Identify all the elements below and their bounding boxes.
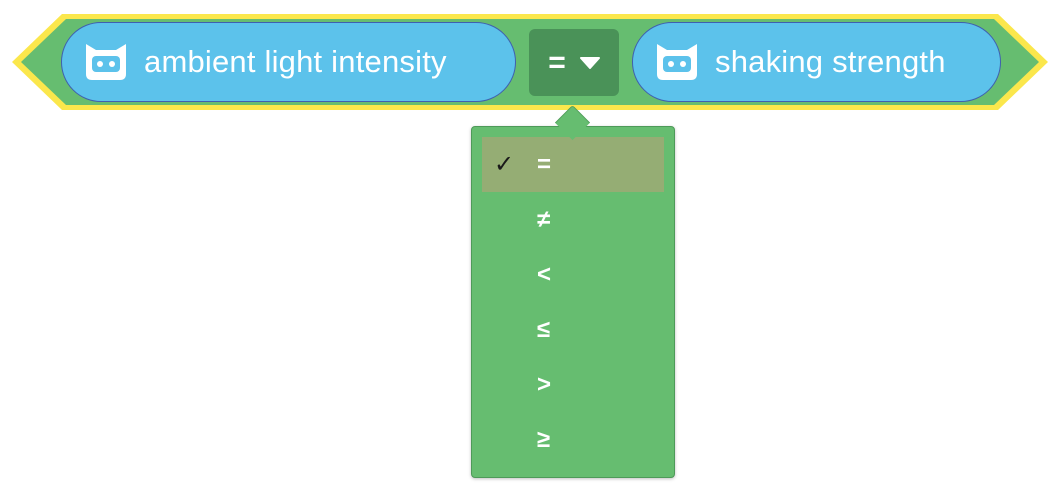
operator-dropdown-button[interactable]: =: [529, 29, 619, 96]
robot-icon: [86, 44, 126, 80]
option-label: ≤: [537, 315, 551, 343]
option-label: ≠: [537, 205, 551, 233]
ambient-light-reporter[interactable]: ambient light intensity: [61, 22, 516, 102]
option-greater-or-equal[interactable]: ≥: [482, 412, 664, 467]
robot-icon: [657, 44, 697, 80]
reporter-label: ambient light intensity: [144, 44, 447, 79]
option-less-or-equal[interactable]: ≤: [482, 302, 664, 357]
option-equal[interactable]: ✓ =: [482, 137, 664, 192]
option-less-than[interactable]: <: [482, 247, 664, 302]
checkmark-icon: ✓: [494, 151, 515, 178]
option-greater-than[interactable]: >: [482, 357, 664, 412]
option-label: ≥: [537, 425, 551, 453]
reporter-label: shaking strength: [715, 44, 946, 79]
dropdown-arrow-icon: [579, 56, 600, 69]
operator-options-list: ✓ = ≠ < ≤ > ≥: [482, 137, 664, 467]
option-not-equal[interactable]: ≠: [482, 192, 664, 247]
option-label: =: [537, 150, 552, 178]
option-label: >: [537, 370, 552, 398]
operator-dropdown-menu: ✓ = ≠ < ≤ > ≥: [471, 126, 675, 478]
operator-value: =: [548, 45, 566, 79]
option-label: <: [537, 260, 552, 288]
shaking-strength-reporter[interactable]: shaking strength: [632, 22, 1001, 102]
